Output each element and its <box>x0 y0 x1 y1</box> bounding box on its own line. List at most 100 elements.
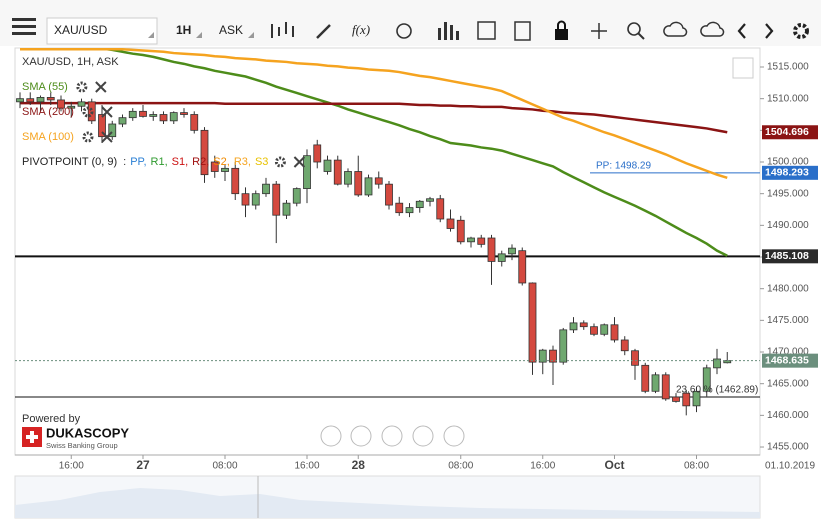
x-tick-label: 28 <box>352 458 366 472</box>
prev-button[interactable] <box>737 23 746 39</box>
y-tick-label: 1480.000 <box>767 283 809 294</box>
level-value: 1485.108 <box>765 250 809 262</box>
candle-body <box>579 322 588 328</box>
candle-body <box>590 326 598 335</box>
candle-body <box>36 97 45 103</box>
indicators-button[interactable] <box>438 22 459 40</box>
settings-icon[interactable] <box>274 156 286 168</box>
x-tick-label: 08:00 <box>684 461 709 472</box>
candle-body <box>241 193 250 206</box>
candle-body <box>149 114 158 117</box>
candle-body <box>426 198 434 202</box>
period[interactable]: 1H <box>176 23 191 37</box>
date-label: 01.10.2019 <box>765 461 815 472</box>
function-button[interactable]: f(x) <box>352 22 370 37</box>
pivot-item: S2, <box>213 156 230 168</box>
candle-body <box>620 339 629 352</box>
download-button[interactable] <box>700 21 725 37</box>
settings-icon[interactable] <box>82 106 94 118</box>
sma-end-value: 1504.696 <box>765 126 809 138</box>
pivot-item: R3, <box>234 156 251 168</box>
pivot-item: R1, <box>151 156 168 168</box>
side[interactable]: ASK <box>219 23 243 37</box>
info-button[interactable] <box>396 23 412 39</box>
symbol-box[interactable] <box>46 17 158 45</box>
candle-body <box>98 114 106 138</box>
candle-body <box>333 159 342 185</box>
candle-body <box>200 129 209 176</box>
remove-icon[interactable] <box>101 106 113 118</box>
chart-type-button[interactable] <box>271 22 294 38</box>
level-box <box>762 249 818 264</box>
candle-body <box>385 183 393 206</box>
zoom-button[interactable] <box>627 22 641 36</box>
candle-body <box>497 253 506 262</box>
symbol[interactable]: XAU/USD <box>54 23 108 37</box>
candle-body <box>651 374 660 392</box>
nav-back[interactable] <box>320 425 342 447</box>
popout-button[interactable] <box>732 57 754 79</box>
candle-body <box>518 250 527 284</box>
candle-body <box>702 367 711 392</box>
x-tick-label: 08:00 <box>212 461 237 472</box>
candle-body <box>467 237 475 243</box>
menu-button[interactable] <box>12 18 36 35</box>
pivot-item: S1, <box>172 156 189 168</box>
x-tick-label: 16:00 <box>530 461 555 472</box>
candle-body <box>344 171 352 185</box>
candle-body <box>610 324 619 341</box>
upload-button[interactable] <box>663 21 688 37</box>
y-tick-label: 1460.000 <box>767 410 809 421</box>
candle-body <box>508 247 516 255</box>
legend-title: XAU/USD, 1H, ASK <box>22 56 119 68</box>
nav-forward[interactable] <box>443 425 465 447</box>
nav-reset[interactable] <box>381 425 403 447</box>
y-tick-label: 1515.000 <box>767 62 809 73</box>
candle-body <box>87 101 96 122</box>
candle-body <box>405 207 414 214</box>
candle-body <box>169 112 178 122</box>
y-tick-label: 1455.000 <box>767 442 809 453</box>
calendar-button[interactable] <box>477 21 496 40</box>
brand-name: DUKASCOPY <box>46 425 129 440</box>
candle-body <box>600 324 609 335</box>
remove-icon[interactable] <box>101 131 113 143</box>
legend-entry[interactable]: SMA (100) <box>22 131 74 143</box>
settings-icon[interactable] <box>82 131 94 143</box>
y-tick-label: 1475.000 <box>767 315 809 326</box>
current-price-value: 1468.635 <box>765 354 809 366</box>
candle-body <box>692 390 701 407</box>
legend-separator: : <box>123 156 126 168</box>
powered-by: Powered by <box>22 413 81 425</box>
lock-button[interactable] <box>555 29 568 40</box>
next-button[interactable] <box>765 23 774 39</box>
nav-zoom-in[interactable] <box>412 425 434 447</box>
nav-zoom-out[interactable] <box>350 425 372 447</box>
news-button[interactable] <box>514 21 531 41</box>
legend-entry[interactable]: SMA (55) <box>22 81 68 93</box>
level-label: 23.60 % (1462.89) <box>676 385 758 396</box>
candle-body <box>67 105 76 109</box>
settings-icon[interactable] <box>76 81 88 93</box>
level-label: PP: 1498.29 <box>596 160 651 171</box>
candle-body <box>262 183 270 195</box>
level-value: 1498.293 <box>765 167 809 179</box>
candle-body <box>231 167 240 195</box>
settings-button[interactable] <box>793 23 809 39</box>
candle-body <box>395 202 404 214</box>
legend-entry[interactable]: SMA (200) <box>22 106 74 118</box>
draw-button[interactable] <box>316 24 331 39</box>
plot-area <box>14 47 761 456</box>
candle-body <box>374 177 383 185</box>
remove-icon[interactable] <box>95 81 107 93</box>
candle-body <box>487 237 496 262</box>
pivot-item: R2, <box>192 156 209 168</box>
crosshair-button[interactable] <box>591 23 607 39</box>
candle-body <box>180 112 188 115</box>
remove-icon[interactable] <box>293 156 306 168</box>
candle-body <box>108 123 117 138</box>
candle-body <box>303 155 311 190</box>
legend-entry[interactable]: PIVOTPOINT (0, 9) <box>22 156 117 168</box>
candle-body <box>323 159 332 172</box>
